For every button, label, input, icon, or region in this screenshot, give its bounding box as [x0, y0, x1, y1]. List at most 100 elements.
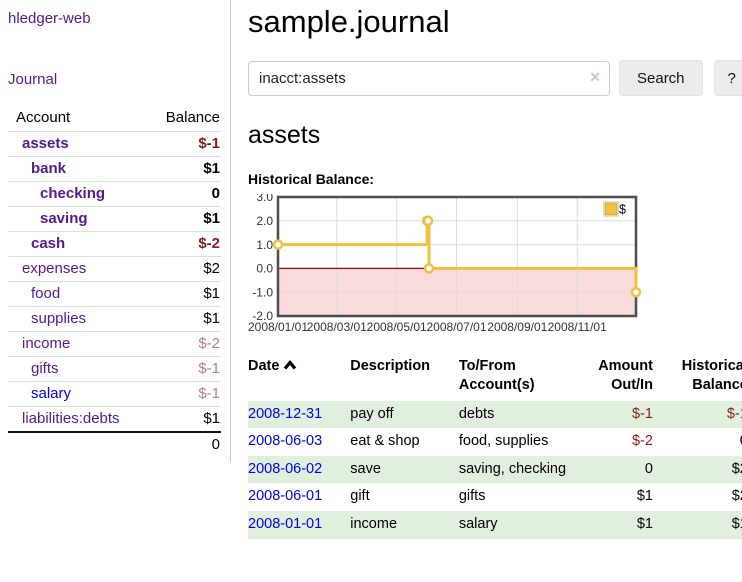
search-field-wrap: ✕ — [248, 60, 610, 96]
transaction-row: 2008-06-01 gift gifts $1 $2 — [248, 483, 742, 511]
register-header-label: Historical Balance — [681, 358, 742, 393]
transaction-balance: $-1 — [726, 405, 742, 422]
register-header-date[interactable]: Date — [248, 355, 350, 401]
transaction-accounts: food, supplies — [458, 433, 549, 450]
transaction-row: 2008-12-31 pay off debts $-1 $-1 — [248, 400, 742, 429]
account-balance: $-1 — [198, 360, 220, 377]
account-row: saving $1 — [8, 207, 221, 232]
sidebar-account-assets[interactable]: assets — [22, 135, 69, 152]
hledger-web-app: hledger-web Journal Account Balance asse… — [0, 0, 742, 539]
svg-text:3.0: 3.0 — [256, 194, 273, 204]
transaction-date-link[interactable]: 2008-06-02 — [248, 460, 323, 477]
transaction-date-link[interactable]: 2008-06-03 — [248, 433, 323, 450]
accounts-header-account: Account — [16, 109, 71, 126]
account-row: assets $-1 — [8, 132, 221, 157]
transaction-accounts: debts — [458, 405, 495, 422]
page-title: sample.journal — [248, 4, 450, 39]
transaction-description: income — [350, 515, 398, 532]
account-balance: $-1 — [198, 135, 220, 152]
sort-ascending-icon — [283, 358, 297, 377]
account-row: salary $-1 — [8, 382, 221, 407]
transaction-amount: $-1 — [631, 405, 653, 422]
transaction-accounts: gifts — [458, 488, 486, 505]
account-balance: $1 — [203, 285, 220, 302]
svg-text:$: $ — [619, 203, 626, 217]
account-row: supplies $1 — [8, 307, 221, 332]
register-header-label: Description — [350, 358, 431, 374]
account-balance: $-2 — [198, 235, 220, 252]
transaction-date-link[interactable]: 2008-12-31 — [248, 405, 323, 422]
register-header-row: Date Description To/From Account(s) Amount … — [248, 355, 742, 401]
svg-text:1.0: 1.0 — [256, 238, 273, 252]
help-button[interactable]: ? — [713, 60, 742, 96]
transaction-accounts: salary — [458, 515, 498, 532]
transaction-date-link[interactable]: 2008-06-01 — [248, 488, 323, 505]
transaction-balance: 0 — [655, 428, 742, 456]
account-heading: assets — [248, 121, 321, 149]
account-balance: $1 — [203, 210, 220, 227]
app-title-link[interactable]: hledger-web — [8, 10, 91, 27]
register-header-label: To/From Account(s) — [458, 358, 535, 393]
sidebar: hledger-web Journal Account Balance asse… — [0, 0, 231, 463]
sidebar-account-liabilities-debts[interactable]: liabilities:debts — [22, 410, 120, 427]
accounts-total-value: 0 — [211, 436, 220, 453]
sidebar-account-saving[interactable]: saving — [40, 210, 88, 227]
transaction-description: save — [350, 460, 381, 477]
account-row: food $1 — [8, 282, 221, 307]
main-content: sample.journal ✕ Search ? assets Histori… — [231, 0, 742, 539]
transaction-amount: 0 — [644, 460, 653, 477]
register-table: Date Description To/From Account(s) Amount … — [248, 355, 742, 539]
transaction-row: 2008-06-02 save saving, checking 0 $2 — [248, 455, 742, 484]
account-balance: $1 — [203, 410, 220, 427]
svg-text:-1.0: -1.0 — [252, 285, 273, 299]
sidebar-account-expenses[interactable]: expenses — [22, 260, 87, 277]
account-row: income $-2 — [8, 332, 221, 357]
accounts-total-row: 0 — [8, 432, 221, 457]
register-header-label: Date — [248, 358, 280, 374]
search-input[interactable] — [248, 60, 610, 96]
account-row: bank $1 — [8, 157, 221, 182]
account-balance: $-1 — [198, 385, 220, 402]
transaction-row: 2008-06-03 eat & shop food, supplies $-20 — [248, 428, 742, 456]
register-header-label: Amount Out/In — [598, 358, 653, 393]
svg-text:2008/11/01: 2008/11/01 — [548, 320, 607, 334]
clear-search-icon[interactable]: ✕ — [589, 68, 601, 85]
transaction-amount: $1 — [636, 488, 653, 505]
account-balance: $2 — [203, 260, 220, 277]
register-header-historical-balance: Historical Balance — [655, 355, 742, 401]
sidebar-account-salary[interactable]: salary — [31, 385, 72, 402]
register-header-description: Description — [350, 355, 459, 401]
sidebar-account-checking[interactable]: checking — [40, 185, 106, 202]
svg-text:2008/07/01: 2008/07/01 — [426, 320, 486, 334]
sidebar-account-income[interactable]: income — [22, 335, 71, 352]
accounts-header-balance: Balance — [165, 109, 220, 126]
account-balance: $1 — [203, 160, 220, 177]
sidebar-account-food[interactable]: food — [31, 285, 61, 302]
sidebar-item-journal[interactable]: Journal — [8, 71, 58, 88]
sidebar-account-gifts[interactable]: gifts — [31, 360, 59, 377]
sidebar-account-supplies[interactable]: supplies — [31, 310, 87, 327]
account-row: checking 0 — [8, 182, 221, 207]
svg-text:2008/09/01: 2008/09/01 — [487, 320, 547, 334]
account-row: expenses $2 — [8, 257, 221, 282]
accounts-header-row: Account Balance — [8, 106, 221, 132]
search-button[interactable]: Search — [619, 60, 703, 96]
transaction-amount: $-2 — [631, 433, 653, 450]
svg-text:-2.0: -2.0 — [252, 309, 273, 323]
account-balance: 0 — [211, 185, 220, 202]
account-row: cash $-2 — [8, 232, 221, 257]
account-row: gifts $-1 — [8, 357, 221, 382]
sidebar-account-cash[interactable]: cash — [31, 235, 66, 252]
svg-text:2.0: 2.0 — [256, 214, 273, 228]
transaction-date-link[interactable]: 2008-01-01 — [248, 515, 323, 532]
search-form: ✕ Search ? — [248, 60, 742, 96]
transaction-amount: $1 — [636, 515, 653, 532]
historical-balance-chart: $3.0 2.0 1.0 0.0 -1.0 -2.0 2008/01/01 2008/03/0… — [248, 190, 742, 343]
register-header-amount-out-in: Amount Out/In — [573, 355, 655, 401]
sidebar-account-bank[interactable]: bank — [31, 160, 67, 177]
transaction-description: pay off — [350, 405, 394, 422]
register-header-to-from-account-s-: To/From Account(s) — [459, 355, 573, 401]
transaction-row: 2008-01-01 income salary $1 $1 — [248, 510, 742, 539]
account-row: liabilities:debts $1 — [8, 407, 221, 432]
transaction-balance: $2 — [731, 488, 742, 505]
